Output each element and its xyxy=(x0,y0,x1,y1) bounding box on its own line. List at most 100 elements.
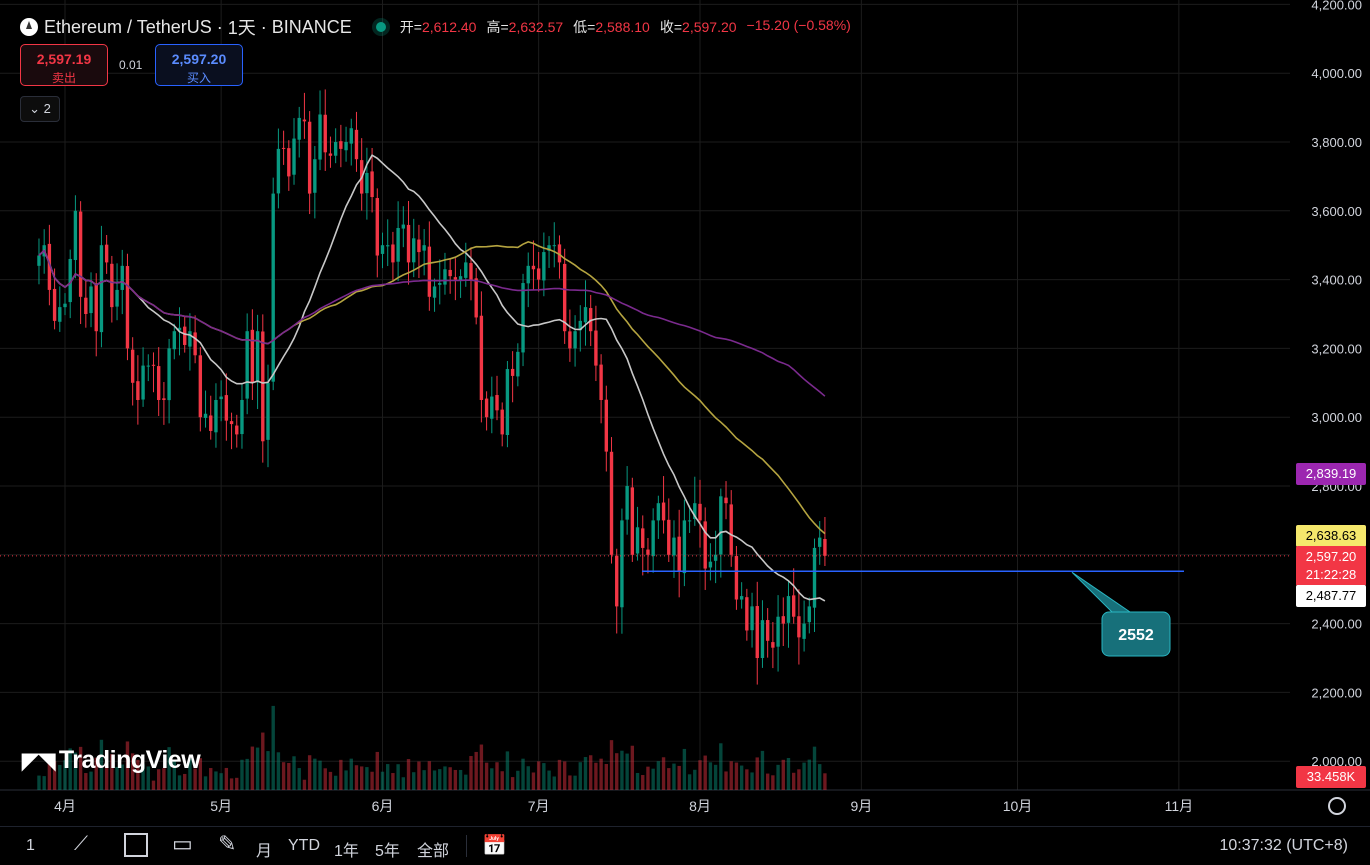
rectangle-tool-icon[interactable] xyxy=(124,833,148,857)
clock-timezone[interactable]: 10:37:32 (UTC+8) xyxy=(1219,837,1348,854)
candle-body xyxy=(68,258,72,303)
candle xyxy=(495,375,499,421)
candle xyxy=(755,581,759,685)
volume-bar xyxy=(307,755,312,790)
candle-body xyxy=(141,365,145,400)
buy-button[interactable]: 2,597.20 买入 xyxy=(155,44,243,86)
candle-body xyxy=(687,520,692,522)
range-button-1y[interactable]: 1年 xyxy=(334,843,359,860)
volume-bar xyxy=(58,764,62,790)
volume-bar xyxy=(89,771,93,790)
volume-bar xyxy=(547,770,551,790)
close-label: 收 xyxy=(659,19,674,35)
volume-bar xyxy=(281,762,286,790)
candle xyxy=(401,206,406,248)
candle xyxy=(417,224,421,278)
candle-body xyxy=(427,246,432,297)
pair-name[interactable]: Ethereum / TetherUS xyxy=(44,16,212,37)
candle-body xyxy=(240,400,244,435)
range-button-ytd[interactable]: YTD xyxy=(288,837,320,854)
candle xyxy=(287,140,291,191)
volume-bar xyxy=(708,762,713,790)
volume-bar xyxy=(47,761,52,790)
candle-body xyxy=(562,263,567,332)
candle-body xyxy=(375,198,379,256)
candle-body xyxy=(818,537,822,547)
volume-bar xyxy=(276,752,281,790)
candle-body xyxy=(615,555,619,607)
date-range-calendar-icon[interactable]: 📅 xyxy=(482,835,507,857)
candle-body xyxy=(261,331,265,442)
range-button-all[interactable]: 全部 xyxy=(417,843,450,860)
time-tick-label: 5月 xyxy=(210,798,232,814)
candle xyxy=(406,201,411,285)
volume-bar xyxy=(193,768,197,790)
comment-tool-icon[interactable]: ▭ xyxy=(172,831,193,856)
candle xyxy=(354,111,359,172)
candle-body xyxy=(214,400,218,433)
time-axis[interactable]: 4月 5月 6月 7月 8月 9月 10月 11月 xyxy=(54,798,1193,814)
candle-body xyxy=(448,269,452,277)
chevron-down-icon: ⌄ xyxy=(29,101,41,116)
volume-bar xyxy=(812,746,817,790)
candle-body xyxy=(745,597,749,631)
low-value: 2,588.10 xyxy=(595,19,650,35)
candle xyxy=(797,589,801,665)
candle-body xyxy=(391,244,395,263)
price-tick-label: 2,400.00 xyxy=(1311,617,1362,632)
candle-body xyxy=(469,263,473,280)
candle-body xyxy=(183,326,187,345)
volume-bar xyxy=(219,773,223,790)
volume-bar xyxy=(510,777,515,790)
candle xyxy=(630,477,635,562)
candle xyxy=(505,360,510,448)
volume-bar xyxy=(625,753,629,790)
price-axis[interactable]: 4,200.00 4,000.00 3,800.00 3,600.00 3,400.00… xyxy=(1311,0,1362,769)
candle xyxy=(823,516,827,567)
volume-bar xyxy=(604,763,609,790)
price-tick-label: 4,000.00 xyxy=(1311,66,1362,81)
gear-icon[interactable] xyxy=(1328,797,1346,815)
support-callout[interactable]: 2552 xyxy=(1071,571,1171,657)
logo-text: TradingView xyxy=(58,746,201,774)
range-button-1[interactable]: 1 xyxy=(26,837,35,854)
candle xyxy=(557,235,562,279)
time-tick-label: 11月 xyxy=(1165,798,1194,814)
candle xyxy=(609,437,614,564)
sell-button[interactable]: 2,597.19 卖出 xyxy=(20,44,108,86)
volume-bar xyxy=(500,771,504,790)
callout-label: 2552 xyxy=(1118,627,1154,644)
high-value: 2,632.57 xyxy=(508,19,564,35)
range-button-month[interactable]: 月 xyxy=(256,843,273,860)
volume-bar xyxy=(255,747,260,790)
candle-body xyxy=(209,415,213,431)
pencil-tool-icon[interactable]: ✎ xyxy=(218,831,237,856)
volume-bar xyxy=(656,761,661,790)
candle-body xyxy=(313,159,317,193)
volume-bar xyxy=(620,750,624,790)
volume-bar xyxy=(448,767,452,790)
price-tick-label: 3,800.00 xyxy=(1311,135,1362,150)
interval-label[interactable]: 1天 xyxy=(227,18,256,38)
range-button-5y[interactable]: 5年 xyxy=(375,843,400,860)
trend-line-tool-icon[interactable]: ⟋ xyxy=(74,833,88,855)
volume-bar xyxy=(203,776,208,790)
candle xyxy=(604,385,609,472)
candle xyxy=(438,259,442,305)
candle-body xyxy=(250,329,255,383)
volume-bar xyxy=(224,767,229,790)
candle-body xyxy=(802,623,806,639)
price-tick-label: 3,400.00 xyxy=(1311,273,1362,288)
candle xyxy=(542,232,546,297)
candle-body xyxy=(823,538,827,556)
candle xyxy=(521,273,525,367)
candle-body xyxy=(130,349,135,383)
volume-bar xyxy=(359,766,364,790)
candle xyxy=(687,505,692,533)
volume-bar xyxy=(209,768,213,790)
candle xyxy=(729,490,733,567)
indicators-toggle-button[interactable]: ⌄ 2 xyxy=(20,96,60,122)
candle-body xyxy=(786,596,791,623)
volume-bar xyxy=(682,748,687,790)
